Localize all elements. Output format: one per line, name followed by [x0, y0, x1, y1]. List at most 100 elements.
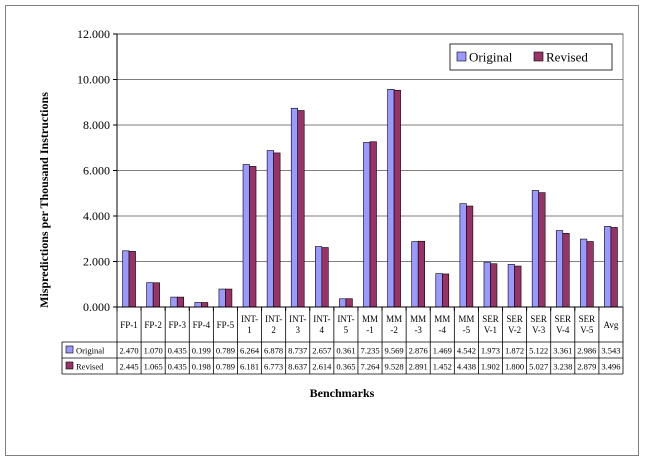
bar-original: [194, 302, 202, 308]
bar-original: [531, 190, 539, 308]
category-label: SER: [530, 314, 547, 324]
value-label-revised: 0.789: [216, 362, 235, 372]
value-label-original: 1.973: [481, 346, 500, 356]
category-label: 3: [295, 325, 300, 335]
category-label: V-5: [580, 325, 594, 335]
legend-label-revised: Revised: [546, 50, 588, 65]
category-label: -1: [366, 325, 374, 335]
value-label-original: 6.264: [240, 346, 260, 356]
bar-original: [242, 164, 250, 308]
bar-original: [146, 282, 154, 308]
category-label: -2: [390, 325, 398, 335]
value-label-revised: 7.264: [360, 362, 380, 372]
category-label: FP-3: [168, 320, 186, 330]
category-label: INT-: [265, 314, 282, 324]
bar-revised: [128, 251, 136, 308]
value-label-original: 2.657: [312, 346, 331, 356]
bar-revised: [369, 141, 377, 308]
category-label: V-4: [556, 325, 570, 335]
value-label-revised: 2.614: [312, 362, 332, 372]
bar-revised: [176, 296, 185, 308]
bar-revised: [152, 282, 160, 308]
category-label: V-3: [532, 325, 546, 335]
bar-original: [339, 298, 347, 308]
y-tick-label: 2.000: [83, 255, 110, 269]
bar-revised: [345, 298, 353, 308]
value-label-original: 0.435: [168, 346, 187, 356]
value-label-revised: 1.452: [433, 362, 452, 372]
bars: [116, 89, 618, 311]
bar-original: [290, 107, 299, 308]
category-label: V-1: [484, 325, 497, 335]
value-label-revised: 2.445: [119, 362, 138, 372]
value-label-original: 3.361: [553, 346, 572, 356]
bar-original: [266, 150, 274, 308]
category-label: MM: [362, 314, 378, 324]
category-label: 5: [344, 325, 349, 335]
y-tick-label: 8.000: [83, 118, 110, 132]
value-label-revised: 1.902: [481, 362, 500, 372]
category-label: V-2: [508, 325, 521, 335]
bar-revised: [610, 227, 618, 308]
value-label-original: 0.789: [216, 346, 235, 356]
value-label-original: 1.469: [433, 346, 452, 356]
category-label: FP-1: [120, 320, 138, 330]
bar-revised: [514, 265, 522, 308]
bar-original: [555, 230, 564, 308]
category-label: 4: [320, 325, 325, 335]
table-key-original: [65, 345, 74, 354]
value-label-original: 5.122: [529, 346, 548, 356]
category-label: INT-: [337, 314, 354, 324]
bar-original: [483, 261, 491, 308]
data-table: FP-1 2.470 2.445 FP-2 1.070 1.065 FP-3 0.435 0.4…: [61, 307, 624, 375]
value-label-revised: 3.238: [553, 362, 572, 372]
bar-revised: [417, 240, 425, 308]
bar-revised: [441, 273, 450, 308]
value-label-original: 2.876: [409, 346, 428, 356]
bar-revised: [201, 302, 209, 308]
value-label-original: 0.361: [336, 346, 355, 356]
value-label-revised: 0.198: [192, 362, 211, 372]
value-label-original: 7.235: [360, 346, 379, 356]
bar-revised: [466, 205, 474, 308]
y-tick-label: 0.000: [83, 300, 110, 314]
bar-original: [387, 89, 395, 308]
value-label-original: 2.470: [119, 346, 138, 356]
category-label: SER: [482, 314, 499, 324]
bar-original: [411, 241, 419, 308]
category-label: SER: [555, 314, 572, 324]
table-key-revised: [65, 361, 74, 370]
legend-box: [449, 43, 613, 71]
bar-revised: [273, 152, 281, 308]
bar-original: [507, 264, 515, 308]
legend: Original Revised: [449, 43, 613, 71]
y-tick-label: 4.000: [83, 209, 110, 223]
value-label-revised: 9.528: [385, 362, 404, 372]
bar-original: [315, 246, 323, 308]
category-label: INT-: [289, 314, 306, 324]
category-label: -4: [439, 325, 447, 335]
value-label-original: 1.872: [505, 346, 524, 356]
y-axis-ticks: 0.000 2.000 4.000 6.000 8.000 10.000 12.000: [77, 27, 623, 314]
legend-swatch-revised: [533, 51, 544, 62]
category-label: SER: [506, 314, 523, 324]
bar-revised: [321, 247, 329, 308]
bar-original: [435, 273, 443, 308]
bar-original: [218, 288, 226, 308]
bar-revised: [490, 263, 498, 308]
value-label-revised: 0.435: [168, 362, 187, 372]
value-label-original: 1.070: [144, 346, 163, 356]
value-label-original: 9.569: [385, 346, 404, 356]
value-label-original: 3.543: [601, 346, 620, 356]
category-label: -5: [463, 325, 471, 335]
category-label: INT-: [241, 314, 258, 324]
bar-original: [122, 250, 130, 308]
bar-revised: [562, 233, 570, 308]
value-label-original: 0.199: [192, 346, 211, 356]
category-label: FP-4: [193, 320, 211, 330]
value-label-revised: 2.879: [577, 362, 596, 372]
value-label-revised: 5.027: [529, 362, 548, 372]
table-series-label: Original: [76, 346, 105, 356]
value-label-revised: 3.496: [601, 362, 620, 372]
